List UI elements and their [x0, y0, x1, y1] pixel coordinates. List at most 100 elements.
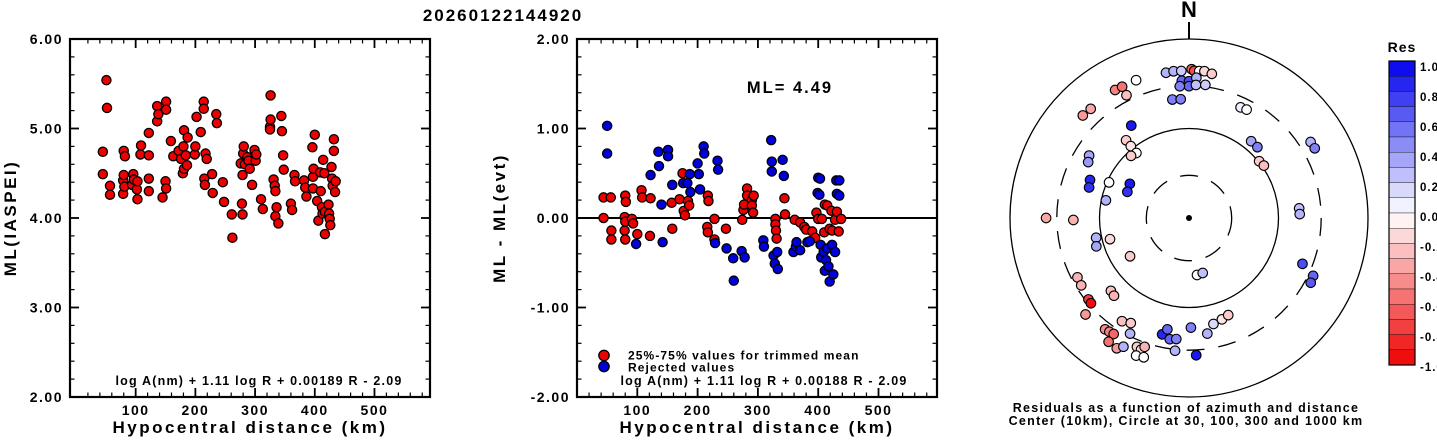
scatter-point	[834, 175, 845, 186]
scatter-point	[636, 192, 648, 203]
scatter-point	[251, 149, 262, 160]
scatter-point	[97, 168, 109, 180]
scatter-point	[727, 253, 739, 264]
scatter-point	[709, 213, 720, 225]
y-tick-label: 2.00	[30, 389, 63, 405]
polar-point	[1201, 328, 1213, 339]
scatter-point	[645, 193, 656, 204]
event-id-title: 20260122144920	[423, 6, 583, 25]
scatter-point	[328, 133, 340, 145]
scatter-point	[794, 244, 806, 256]
axis-ticks: 100 200 300 400 500 6.00 5.00 4.00 3.00 2.00	[30, 31, 430, 418]
polar-point	[1118, 341, 1129, 353]
colorbar-segment	[1388, 319, 1416, 335]
x-tick-label: 300	[241, 402, 269, 418]
scatter-point	[101, 74, 112, 86]
polar-point	[1122, 186, 1133, 198]
x-tick-label: 200	[181, 402, 209, 418]
scatter-point	[118, 169, 129, 181]
y-axis-title: ML(IASPEI)	[1, 160, 20, 277]
colorbar-tick-labels: 1.0 0.8 0.6 0.4 0.2 0.0 -0.2 -0.4 -0.6 -0.8 -1.0	[1420, 62, 1437, 374]
scatter-point	[644, 230, 656, 242]
scatter-point	[157, 192, 168, 203]
polar-point	[1130, 74, 1142, 86]
scatter-point	[771, 233, 782, 244]
scatter-point	[814, 189, 825, 200]
scatter-point	[698, 148, 710, 159]
polar-point	[1125, 120, 1137, 131]
scatter-point	[255, 193, 267, 205]
y-tick-label: 6.00	[30, 31, 63, 47]
scatter-point	[692, 158, 703, 169]
scatter-point	[816, 213, 828, 225]
legend-rejected-label: Rejected values	[628, 361, 735, 375]
polar-point	[1090, 240, 1102, 252]
y-tick-label: 4.00	[30, 210, 63, 226]
polar-point	[1208, 318, 1219, 330]
scatter-point	[330, 176, 341, 187]
scatter-point	[828, 269, 839, 280]
colorbar-tick-label: -1.0	[1420, 362, 1437, 374]
scatter-point	[683, 200, 695, 211]
polar-point	[1169, 345, 1181, 357]
scatter-point	[132, 176, 143, 187]
scatter-point	[779, 209, 791, 220]
scatter-point	[319, 167, 330, 179]
scatter-point	[804, 236, 816, 247]
scatter-point	[329, 186, 341, 198]
scatter-point	[766, 166, 778, 177]
polar-point	[1068, 214, 1079, 226]
scatter-point	[772, 263, 784, 275]
scatter-point	[211, 108, 222, 120]
scatter-point	[201, 153, 212, 165]
scatter-point	[178, 141, 189, 152]
polar-point	[1075, 279, 1087, 291]
polar-point	[1309, 142, 1321, 154]
scatter-point	[165, 135, 177, 147]
colorbar-segment	[1388, 182, 1416, 198]
scatter-point	[315, 185, 326, 197]
colorbar-tick-label: -0.2	[1420, 242, 1437, 254]
colorbar-tick-label: 0.0	[1420, 212, 1437, 224]
scatter-point	[104, 189, 116, 200]
polar-caption-line1: Residuals as a function of azimuth and d…	[1013, 401, 1360, 415]
polar-point	[1162, 323, 1173, 335]
colorbar-segment	[1388, 136, 1416, 153]
legend-rejected-dot	[598, 360, 610, 373]
scatter-point	[238, 141, 249, 152]
scatter-point	[307, 142, 318, 153]
scatter-point	[682, 177, 693, 189]
scatter-point	[721, 243, 732, 254]
scatter-point	[160, 104, 172, 115]
scatter-point	[667, 223, 678, 234]
polar-point	[1252, 141, 1263, 153]
scatter-point	[606, 225, 617, 236]
scatter-point	[766, 156, 778, 167]
colorbar-segment	[1388, 228, 1416, 244]
scatter-point	[747, 207, 759, 218]
polar-point	[1085, 103, 1097, 115]
x-tick-label: 400	[804, 402, 832, 418]
polar-point	[1185, 322, 1197, 333]
scatter-point	[685, 186, 696, 198]
scatter-point	[834, 190, 845, 201]
residual-scatter-points	[598, 120, 847, 287]
colorbar-segment	[1388, 197, 1416, 214]
scatter-point	[601, 120, 613, 132]
north-label: N	[1181, 0, 1197, 22]
scatter-point	[328, 145, 340, 157]
scatter-point	[104, 180, 116, 192]
scatter-point	[619, 234, 631, 245]
scatter-point	[679, 210, 691, 221]
scatter-point	[657, 236, 668, 248]
polar-point	[1294, 208, 1306, 220]
scatter-point	[143, 173, 155, 184]
scatter-point	[237, 209, 248, 220]
y-tick-label: -2.00	[531, 389, 570, 405]
scatter-point	[119, 150, 131, 162]
scatter-point	[198, 103, 209, 115]
scatter-point	[207, 187, 218, 199]
scatter-point	[135, 140, 147, 151]
scatter-point	[694, 184, 706, 195]
